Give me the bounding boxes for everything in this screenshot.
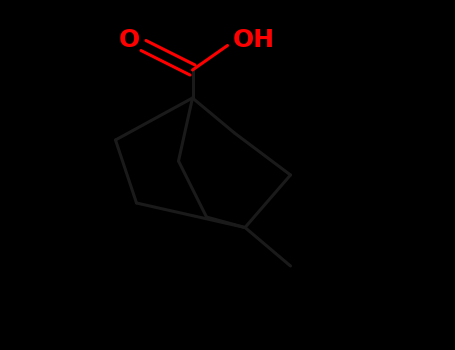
Text: O: O bbox=[119, 28, 140, 52]
Text: OH: OH bbox=[233, 28, 275, 52]
